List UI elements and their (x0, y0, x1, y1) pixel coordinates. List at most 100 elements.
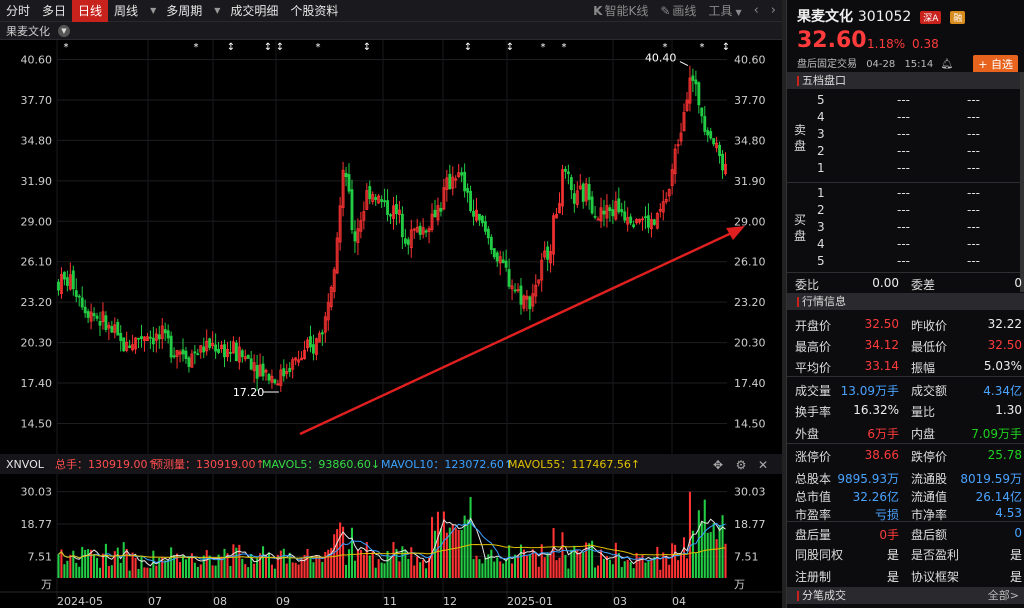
level-number: 4 (817, 237, 825, 251)
tools-button[interactable]: 工具 ▼ (702, 0, 747, 22)
volume-bar (392, 542, 395, 578)
bell-icon[interactable]: 🔔︎ (940, 59, 954, 70)
info-value: 33.14 (864, 359, 899, 373)
volume-bar (259, 553, 262, 578)
candle-body (326, 302, 330, 321)
settings-gear-icon[interactable]: ⚙ (736, 458, 747, 472)
volume-bar (220, 556, 223, 578)
candle-body (317, 333, 321, 343)
price-tick-right: 20.30 (734, 337, 766, 350)
volume-bar (342, 526, 345, 578)
mavol5-line (58, 517, 726, 567)
price-tick-right: 23.20 (734, 296, 766, 309)
level-price: --- (897, 220, 910, 234)
event-marker: * (663, 42, 668, 53)
add-watchlist-button[interactable]: + 自选 (973, 55, 1018, 73)
info-value: 8019.59万 (960, 472, 1022, 486)
buy-level-row[interactable]: 1 --- --- (817, 186, 1017, 203)
candle-body (649, 219, 653, 230)
candle-body (314, 338, 318, 355)
tab-rixian[interactable]: 日线 (72, 0, 109, 22)
volume-bar (656, 546, 659, 578)
move-icon[interactable]: ✥ (713, 458, 723, 472)
volume-unit-left: 万 (41, 578, 52, 591)
candle-body (190, 353, 194, 368)
collapse-circle-icon[interactable]: ▼ (58, 24, 70, 37)
weicha-label: 委差 (911, 278, 936, 292)
candle-body (682, 112, 686, 132)
volume-bar (448, 527, 451, 578)
quote-info-header[interactable]: 行情信息 (787, 293, 1024, 310)
buy-level-row[interactable]: 4 --- --- (817, 237, 1017, 254)
price-tick-right: 26.10 (734, 256, 766, 269)
candle-body (276, 383, 280, 386)
kline-chart[interactable]: 40.60 40.60 37.70 37.70 34.80 34.80 31.90 31.90… (0, 40, 782, 608)
close-icon[interactable]: ✕ (758, 458, 768, 472)
trades-header[interactable]: 分笔成交 全部> (787, 587, 1024, 604)
quote-info-row: 总市值 32.26亿 流通值 26.14亿 (787, 488, 1024, 506)
panel-divider[interactable] (782, 0, 786, 608)
candle-body (480, 215, 484, 224)
volume-bar (422, 559, 425, 578)
buy-level-row[interactable]: 5 --- --- (817, 254, 1017, 271)
candle-body (175, 349, 179, 357)
orderbook-header[interactable]: 五档盘口 (787, 72, 1024, 89)
candle-body (525, 295, 529, 300)
volume-bar (199, 564, 202, 578)
candle-body (202, 346, 206, 353)
buy-level-row[interactable]: 2 --- --- (817, 203, 1017, 220)
candle-body (463, 171, 467, 192)
volume-bar (395, 548, 398, 578)
sell-level-row[interactable]: 2 --- --- (817, 144, 1017, 161)
candle-body (409, 229, 413, 249)
draw-line-button[interactable]: ✎ 画线 (654, 0, 702, 22)
volume-bar (549, 551, 552, 578)
tab-gegu-ziliao[interactable]: 个股资料 (290, 3, 339, 18)
sell-level-row[interactable]: 3 --- --- (817, 127, 1017, 144)
buy-side-label: 买盘 (794, 213, 807, 243)
candle-body (163, 329, 167, 334)
candle-body (83, 306, 87, 314)
tab-chengjiaomingxi[interactable]: 成交明细 (230, 3, 279, 18)
volume-bar (511, 563, 514, 578)
high-arrow (679, 61, 689, 67)
smart-kline-button[interactable]: K 智能K线 (587, 0, 654, 22)
trades-more-link[interactable]: 全部> (987, 589, 1019, 602)
candle-body (513, 289, 517, 292)
candle-body (297, 359, 301, 363)
volume-bar (214, 565, 217, 578)
volume-bar (594, 567, 597, 578)
candle-body (187, 357, 191, 367)
buy-level-row[interactable]: 3 --- --- (817, 220, 1017, 237)
level-volume: --- (967, 110, 980, 124)
mavol55-label: MAVOL55：117467.56↑ (508, 458, 640, 471)
candle-body (95, 315, 99, 319)
info-value: 32.26亿 (852, 490, 899, 504)
candle-body (101, 311, 105, 323)
candle-body (226, 349, 229, 357)
volume-bar (608, 559, 611, 578)
tab-duozhouqi[interactable]: 多周期 (166, 3, 203, 18)
chevron-down-icon: ▼ (735, 7, 742, 17)
candle-body (655, 212, 659, 229)
sell-level-row[interactable]: 4 --- --- (817, 110, 1017, 127)
candle-body (587, 184, 591, 200)
candle-body (522, 295, 526, 309)
nav-left-icon[interactable]: ‹ (753, 2, 759, 18)
nav-right-icon[interactable]: › (770, 2, 776, 18)
candle-body (623, 211, 627, 221)
level-number: 3 (817, 127, 825, 141)
tab-zhouxian[interactable]: 周线 (114, 3, 139, 18)
volume-bar (407, 558, 410, 578)
tab-duori[interactable]: 多日 (42, 3, 67, 18)
chevron-down-icon[interactable]: ▼ (150, 6, 157, 15)
chevron-down-icon[interactable]: ▼ (214, 6, 221, 15)
volume-bar (398, 561, 401, 578)
tab-fenshi[interactable]: 分时 (6, 3, 31, 18)
sell-level-row[interactable]: 1 --- --- (817, 161, 1017, 178)
chart-toolbar: 分时 多日 日线 周线 ▼ 多周期 ▼ 成交明细 个股资料 K 智能K线 ✎ 画线 … (0, 0, 782, 22)
candle-body (575, 190, 579, 205)
candle-body (697, 82, 701, 106)
sell-level-row[interactable]: 5 --- --- (817, 93, 1017, 110)
candle-body (442, 187, 446, 210)
